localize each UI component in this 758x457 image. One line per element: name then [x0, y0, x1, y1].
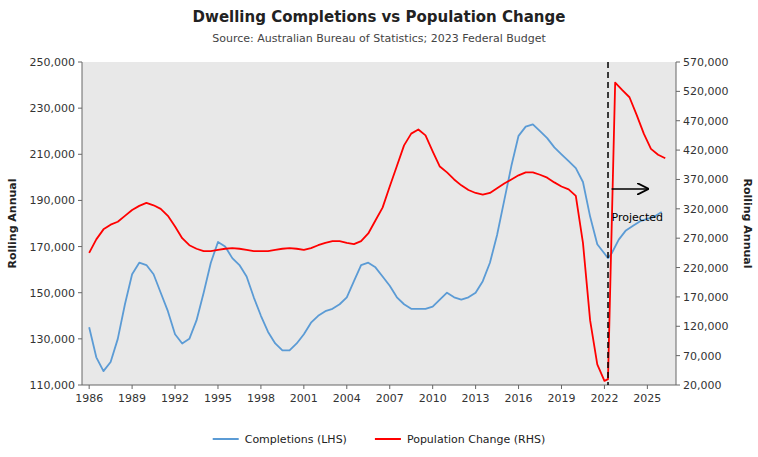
x-tick	[260, 385, 261, 389]
x-tick-label: 2004	[333, 392, 361, 405]
x-tick-label: 2025	[633, 392, 661, 405]
x-tick-label: 2013	[462, 392, 490, 405]
y-tick-label: 250,000	[30, 56, 76, 69]
x-tick-label: 2001	[290, 392, 318, 405]
y-axis-line	[82, 62, 83, 385]
y2-axis-line	[676, 62, 677, 385]
y2-tick	[676, 355, 680, 356]
y2-tick	[676, 385, 680, 386]
y2-tick-label: 320,000	[683, 203, 729, 216]
y2-tick-label: 170,000	[683, 291, 729, 304]
x-tick	[518, 385, 519, 389]
x-axis-line	[82, 385, 676, 386]
y2-tick-label: 470,000	[683, 115, 729, 128]
y-tick-label: 230,000	[30, 102, 76, 115]
y2-axis-label: Rolling Annual	[741, 178, 754, 268]
legend: Completions (LHS) Population Change (RHS)	[213, 433, 546, 446]
y-tick-label: 130,000	[30, 333, 76, 346]
y-tick	[78, 108, 82, 109]
y-tick-label: 170,000	[30, 241, 76, 254]
y-tick	[78, 200, 82, 201]
y2-tick	[676, 238, 680, 239]
y2-tick-label: 520,000	[683, 85, 729, 98]
legend-item: Completions (LHS)	[213, 433, 347, 446]
title: Dwelling Completions vs Population Chang…	[193, 8, 566, 26]
x-tick	[217, 385, 218, 389]
legend-label: Population Change (RHS)	[407, 433, 545, 446]
x-tick	[175, 385, 176, 389]
x-tick-label: 1989	[118, 392, 146, 405]
x-tick	[432, 385, 433, 389]
x-tick-label: 1992	[161, 392, 189, 405]
y2-tick	[676, 150, 680, 151]
y-tick	[78, 62, 82, 63]
reference-line	[607, 62, 609, 385]
y2-tick-label: 120,000	[683, 320, 729, 333]
x-tick	[475, 385, 476, 389]
y2-tick	[676, 296, 680, 297]
series-line	[89, 83, 665, 381]
x-tick-label: 1995	[204, 392, 232, 405]
subtitle: Source: Australian Bureau of Statistics;…	[212, 32, 546, 45]
y-tick-label: 190,000	[30, 194, 76, 207]
plot-area	[89, 62, 665, 385]
y2-tick	[676, 267, 680, 268]
y2-tick	[676, 326, 680, 327]
y2-tick-label: 570,000	[683, 56, 729, 69]
x-tick-label: 1998	[247, 392, 275, 405]
x-tick	[346, 385, 347, 389]
x-tick-label: 2010	[419, 392, 447, 405]
legend-label: Completions (LHS)	[245, 433, 347, 446]
y2-tick-label: 220,000	[683, 262, 729, 275]
y-tick	[78, 338, 82, 339]
chart: Dwelling Completions vs Population Chang…	[0, 0, 758, 457]
y2-tick-label: 20,000	[683, 379, 722, 392]
y2-tick	[676, 62, 680, 63]
y-axis-label: Rolling Annual	[6, 178, 19, 268]
legend-item: Population Change (RHS)	[375, 433, 545, 446]
y-tick-label: 150,000	[30, 287, 76, 300]
y2-tick-label: 70,000	[683, 350, 722, 363]
y2-tick-label: 270,000	[683, 232, 729, 245]
x-tick	[303, 385, 304, 389]
y2-tick-label: 420,000	[683, 144, 729, 157]
x-tick	[647, 385, 648, 389]
y2-tick	[676, 179, 680, 180]
y2-tick	[676, 91, 680, 92]
x-tick-label: 2007	[376, 392, 404, 405]
y-tick	[78, 154, 82, 155]
y2-tick-label: 370,000	[683, 173, 729, 186]
plot-background	[82, 62, 676, 385]
x-tick	[389, 385, 390, 389]
x-tick-label: 1986	[75, 392, 103, 405]
x-tick-label: 2016	[505, 392, 533, 405]
y-tick-label: 210,000	[30, 148, 76, 161]
y-tick	[78, 292, 82, 293]
legend-swatch	[375, 438, 401, 440]
x-tick	[561, 385, 562, 389]
x-tick	[89, 385, 90, 389]
y-tick	[78, 385, 82, 386]
annotation-text: Projected	[612, 211, 663, 224]
x-tick	[604, 385, 605, 389]
x-tick	[132, 385, 133, 389]
y-tick-label: 110,000	[30, 379, 76, 392]
legend-swatch	[213, 438, 239, 440]
x-tick-label: 2019	[547, 392, 575, 405]
annotation-arrow	[612, 188, 648, 190]
y2-tick	[676, 120, 680, 121]
x-tick-label: 2022	[590, 392, 618, 405]
series-line	[89, 124, 662, 371]
y-tick	[78, 246, 82, 247]
y2-tick	[676, 208, 680, 209]
